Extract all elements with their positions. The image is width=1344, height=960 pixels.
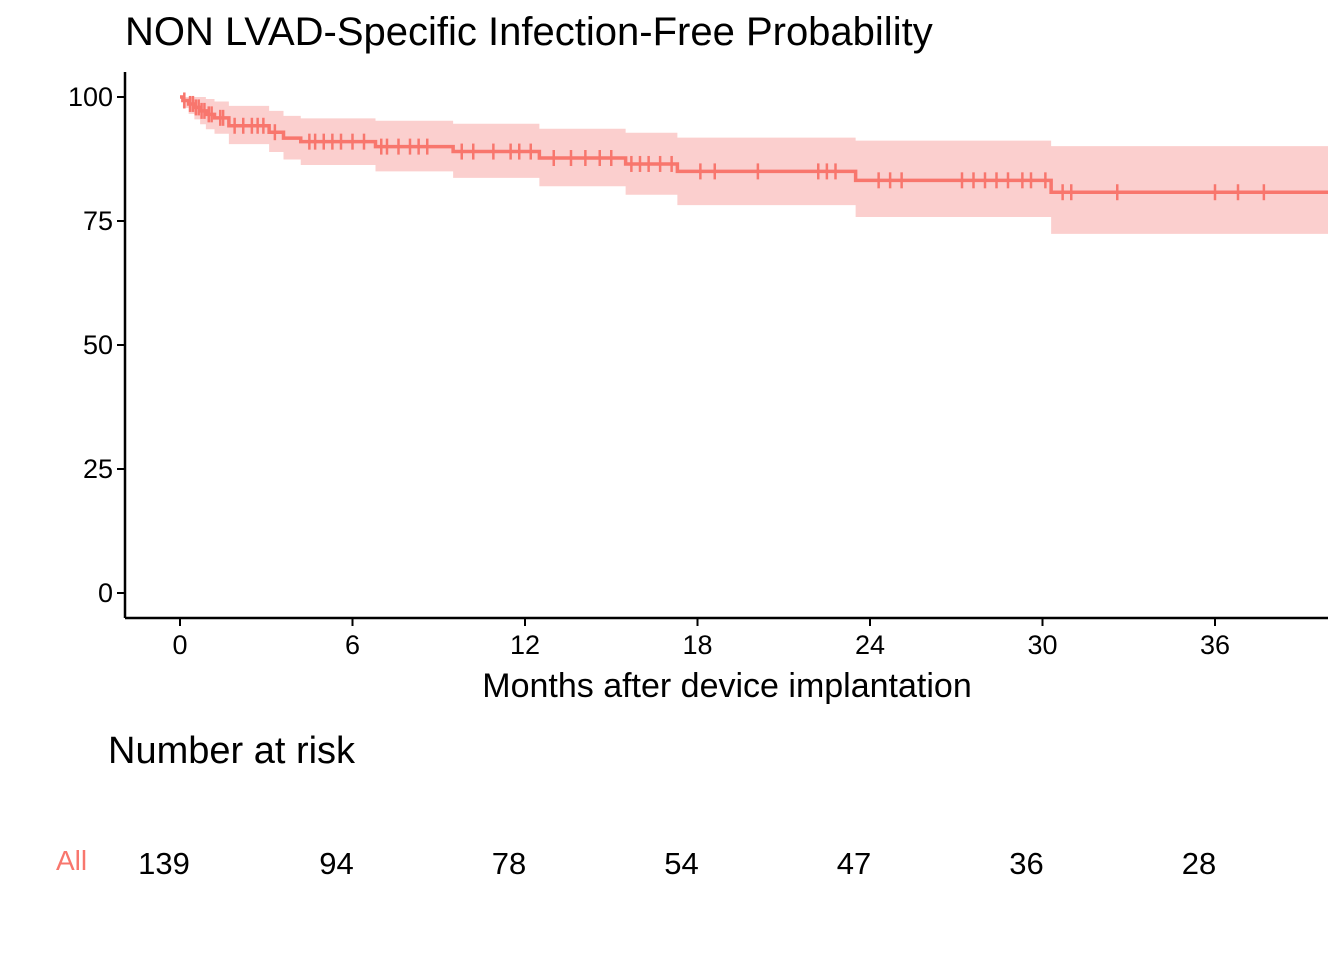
risk-group-label: All xyxy=(56,845,88,876)
risk-value: 28 xyxy=(1181,846,1217,881)
x-tick-label: 30 xyxy=(1027,630,1057,660)
x-tick-label: 36 xyxy=(1200,630,1230,660)
risk-value: 47 xyxy=(836,846,872,881)
risk-value: 54 xyxy=(664,846,699,881)
y-tick-label: 50 xyxy=(83,330,113,360)
survival-curve xyxy=(180,95,1328,194)
y-tick-label: 75 xyxy=(83,206,113,236)
x-tick-label: 12 xyxy=(510,630,540,660)
x-tick-label: 24 xyxy=(855,630,885,660)
risk-value: 36 xyxy=(1009,846,1044,881)
risk-value: 139 xyxy=(138,846,190,881)
x-tick-label: 6 xyxy=(345,630,360,660)
x-tick-label: 0 xyxy=(172,630,187,660)
confidence-band xyxy=(180,97,1328,234)
confidence-band-layer xyxy=(180,97,1328,234)
y-tick-label: 0 xyxy=(98,578,113,608)
risk-table-title: Number at risk xyxy=(108,730,356,772)
risk-value: 94 xyxy=(319,846,354,881)
km-chart: 0 25 50 75 100 0 6 12 18 24 30 36 Months after devi… xyxy=(68,72,1328,705)
censor-marks-layer xyxy=(183,92,1266,201)
x-axis-label: Months after device implantation xyxy=(482,667,971,705)
ticks-layer: 0 25 50 75 100 0 6 12 18 24 30 36 xyxy=(68,82,1230,660)
survival-curve-layer xyxy=(180,95,1328,194)
chart-title: NON LVAD-Specific Infection-Free Probabi… xyxy=(125,10,933,54)
y-tick-label: 100 xyxy=(68,82,113,112)
risk-value: 78 xyxy=(491,846,527,881)
y-tick-label: 25 xyxy=(83,454,113,484)
x-tick-label: 18 xyxy=(682,630,712,660)
